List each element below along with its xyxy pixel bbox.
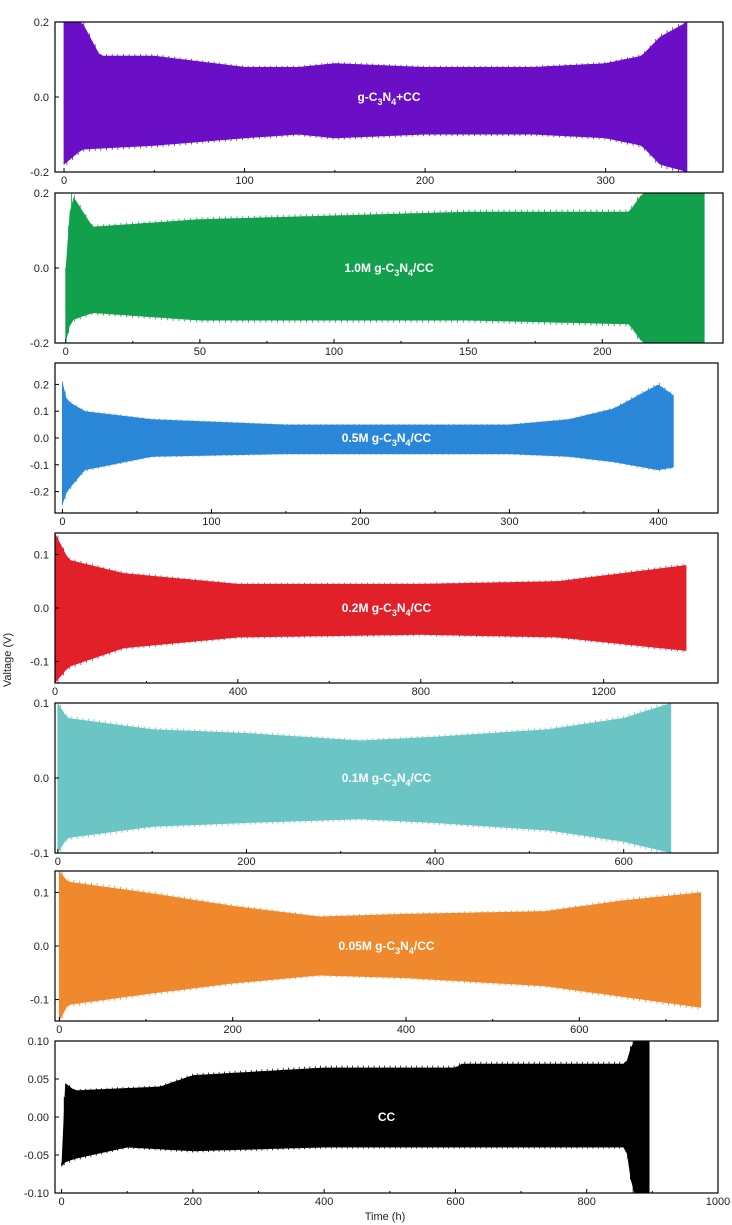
x-tick-label: 50 bbox=[194, 346, 206, 358]
y-tick-label: -0.10 bbox=[24, 1188, 49, 1200]
y-tick-label: -0.05 bbox=[24, 1150, 49, 1162]
y-tick-label: 0.0 bbox=[34, 92, 49, 104]
panel-7: 0 200 400 600 800 1000 -0.10 -0.05 0.00 0.05 0.10 C… bbox=[24, 1036, 730, 1208]
y-tick-label: 0.2 bbox=[34, 379, 49, 391]
x-tick-label: 600 bbox=[615, 856, 633, 868]
y-tick-label: 0.0 bbox=[34, 433, 49, 445]
panel-5: 0 200 400 600 -0.1 0.0 0.1 0.1M g-C3N4/CC bbox=[30, 698, 719, 868]
y-tick-label: 0.2 bbox=[34, 17, 49, 29]
x-tick-label: 200 bbox=[223, 1024, 241, 1036]
x-tick-label: 200 bbox=[593, 346, 611, 358]
y-tick-label: -0.1 bbox=[30, 460, 49, 472]
y-tick-label: 0.0 bbox=[34, 941, 49, 953]
x-axis-title: Time (h) bbox=[365, 1211, 406, 1223]
y-tick-label: 0.1 bbox=[34, 887, 49, 899]
y-tick-label: -0.1 bbox=[30, 848, 49, 860]
x-tick-label: 400 bbox=[649, 516, 667, 528]
x-tick-label: 200 bbox=[416, 175, 434, 187]
y-tick-label: 0.00 bbox=[28, 1112, 49, 1124]
panel-4: 0 400 800 1200 -0.1 0.0 0.1 0.2M g-C3N4/CC bbox=[30, 532, 719, 698]
x-tick-label: 0 bbox=[55, 856, 61, 868]
panel-3: 0 100 200 300 400 -0.2 -0.1 0.0 0.1 0.2 0.5M g-C3N… bbox=[30, 362, 719, 528]
y-tick-label: -0.1 bbox=[30, 995, 49, 1007]
series-label: 0.2M g-C3N4/CC bbox=[342, 601, 432, 618]
x-tick-label: 200 bbox=[351, 516, 369, 528]
y-tick-label: 0.05 bbox=[28, 1074, 49, 1086]
y-tick-label: 0.0 bbox=[34, 773, 49, 785]
x-tick-label: 200 bbox=[237, 856, 255, 868]
x-tick-label: 400 bbox=[426, 856, 444, 868]
x-tick-label: 400 bbox=[397, 1024, 415, 1036]
series-oscillation bbox=[65, 193, 705, 343]
series-label: CC bbox=[378, 1110, 396, 1124]
y-axis-title: Valtage (V) bbox=[2, 633, 14, 687]
x-tick-label: 0 bbox=[52, 686, 58, 698]
x-tick-label: 400 bbox=[229, 686, 247, 698]
x-tick-label: 600 bbox=[446, 1196, 464, 1208]
x-tick-label: 300 bbox=[596, 175, 614, 187]
x-tick-label: 200 bbox=[184, 1196, 202, 1208]
y-tick-label: 0.10 bbox=[28, 1036, 49, 1048]
x-tick-label: 800 bbox=[578, 1196, 596, 1208]
y-tick-label: 0.0 bbox=[34, 263, 49, 275]
series-oscillation bbox=[62, 381, 674, 505]
x-tick-label: 0 bbox=[59, 1196, 65, 1208]
panel-2: 0 50 100 150 200 -0.2 0.0 0.2 1.0M g-C3N4/CC bbox=[30, 188, 724, 358]
series-label: 0.05M g-C3N4/CC bbox=[338, 939, 434, 956]
x-tick-label: 0 bbox=[56, 1024, 62, 1036]
y-tick-label: -0.2 bbox=[30, 338, 49, 350]
y-tick-label: 0.1 bbox=[34, 406, 49, 418]
x-tick-label: 150 bbox=[459, 346, 477, 358]
x-tick-label: 800 bbox=[412, 686, 430, 698]
series-label: 0.5M g-C3N4/CC bbox=[342, 431, 432, 448]
y-tick-label: 0.2 bbox=[34, 188, 49, 200]
x-tick-label: 400 bbox=[315, 1196, 333, 1208]
panel-1: 0 100 200 300 -0.2 0.0 0.2 g-C3N4+CC bbox=[30, 17, 724, 187]
x-tick-label: 100 bbox=[235, 175, 253, 187]
x-tick-label: 100 bbox=[325, 346, 343, 358]
y-tick-label: -0.1 bbox=[30, 657, 49, 669]
y-tick-label: 0.1 bbox=[34, 549, 49, 561]
y-tick-label: -0.2 bbox=[30, 167, 49, 179]
x-tick-label: 300 bbox=[500, 516, 518, 528]
panels: 0 100 200 300 -0.2 0.0 0.2 g-C3N4+CC 0 50 100 150 20… bbox=[24, 17, 730, 1208]
series-label: 0.1M g-C3N4/CC bbox=[342, 771, 432, 788]
series-oscillation bbox=[58, 871, 702, 1021]
series-oscillation bbox=[63, 22, 688, 172]
x-tick-label: 0 bbox=[59, 516, 65, 528]
x-tick-label: 0 bbox=[61, 175, 67, 187]
x-tick-label: 1200 bbox=[591, 686, 615, 698]
x-tick-label: 600 bbox=[570, 1024, 588, 1036]
y-tick-label: 0.0 bbox=[34, 603, 49, 615]
series-oscillation bbox=[55, 533, 687, 683]
x-tick-label: 0 bbox=[63, 346, 69, 358]
x-tick-label: 100 bbox=[202, 516, 220, 528]
x-tick-label: 1000 bbox=[706, 1196, 730, 1208]
y-tick-label: 0.1 bbox=[34, 698, 49, 710]
y-tick-label: -0.2 bbox=[30, 487, 49, 499]
series-oscillation bbox=[61, 1041, 650, 1193]
series-label: g-C3N4+CC bbox=[357, 90, 420, 107]
series-label: 1.0M g-C3N4/CC bbox=[344, 261, 434, 278]
